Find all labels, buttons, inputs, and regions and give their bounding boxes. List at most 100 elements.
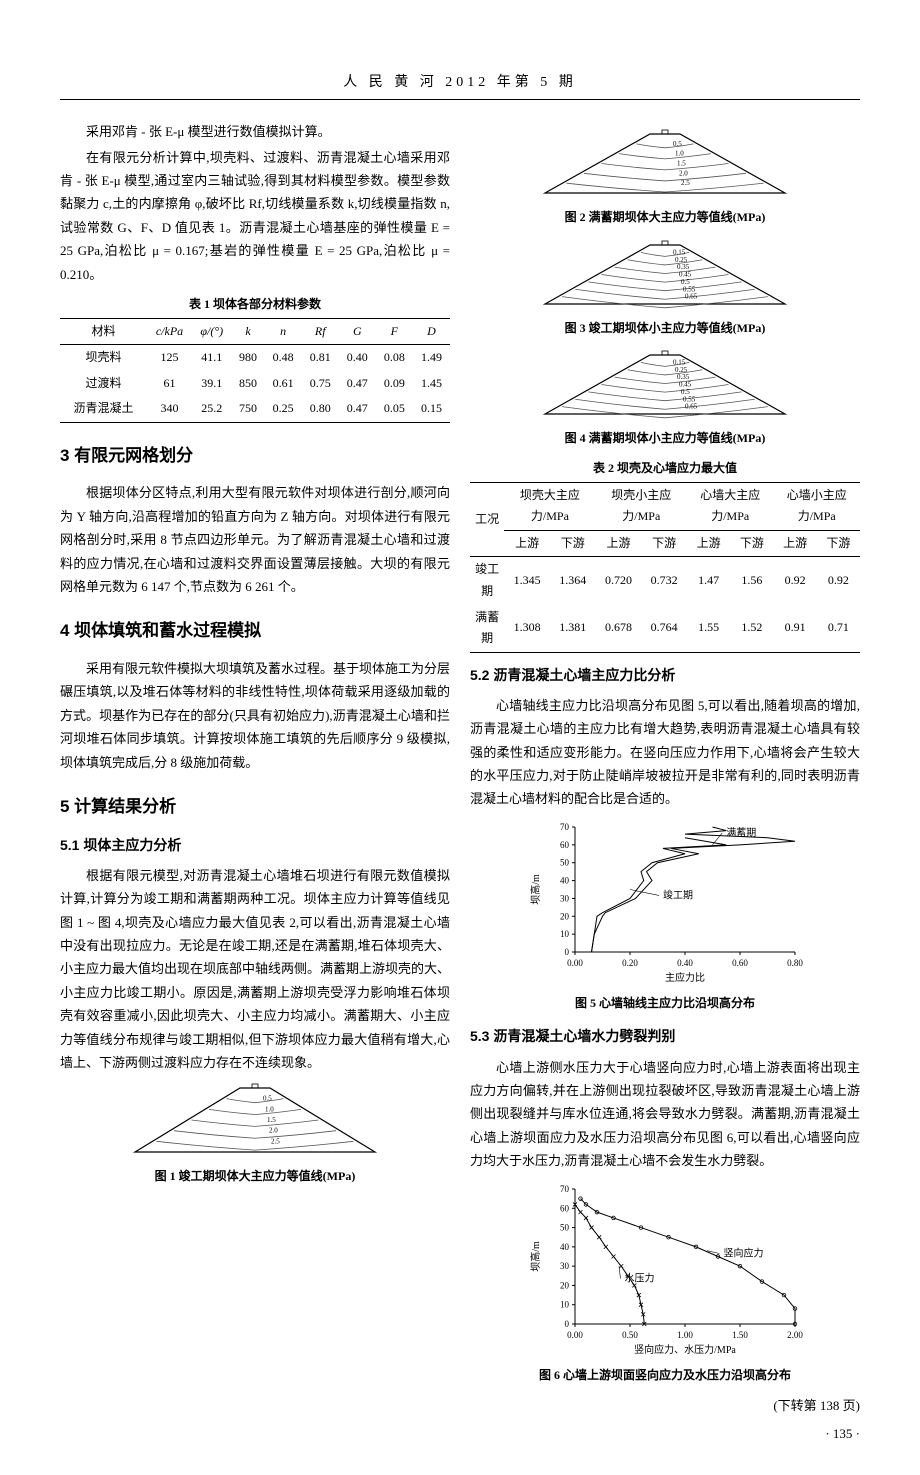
- fig6-svg: 0102030405060700.000.501.001.502.00坝高/m竖…: [525, 1179, 805, 1359]
- table-cell: 过渡料: [60, 371, 147, 397]
- svg-text:主应力比: 主应力比: [665, 971, 705, 984]
- svg-text:40: 40: [560, 1241, 570, 1251]
- svg-text:2.0: 2.0: [679, 170, 688, 178]
- svg-text:70: 70: [560, 822, 570, 832]
- t1-h1: c/kPa: [147, 318, 192, 345]
- svg-text:满蓄期: 满蓄期: [726, 827, 756, 839]
- fig5-svg: 0102030405060700.000.200.400.600.80坝高/m主…: [525, 817, 805, 987]
- table-cell: 0.81: [302, 345, 339, 371]
- table-subheader: 下游: [730, 530, 773, 557]
- fig4-svg: 0.150.250.350.450.50.550.65: [535, 347, 795, 422]
- svg-text:水压力: 水压力: [625, 1271, 655, 1284]
- table-cell: 0.678: [596, 605, 642, 653]
- table-cell: 0.71: [817, 605, 860, 653]
- svg-text:50: 50: [560, 858, 570, 868]
- table-cell: 1.52: [730, 605, 773, 653]
- fig3-svg: 0.150.250.350.450.50.550.65: [535, 237, 795, 312]
- t1-h0: 材料: [60, 318, 147, 345]
- fig1-container: 0.51.01.52.02.5: [60, 1080, 450, 1160]
- para-1: 采用邓肯 - 张 E-μ 模型进行数值模拟计算。: [60, 120, 450, 143]
- table-cell: 980: [231, 345, 264, 371]
- svg-text:10: 10: [560, 1299, 570, 1309]
- table-cell: 1.308: [504, 605, 550, 653]
- svg-text:30: 30: [560, 893, 570, 903]
- table-cell: 0.47: [339, 396, 376, 422]
- table-cell: 坝壳料: [60, 345, 147, 371]
- table-cell: 0.08: [376, 345, 413, 371]
- sec53-title: 5.3 沥青混凝土心墙水力劈裂判别: [470, 1024, 860, 1049]
- right-column: 0.51.01.52.02.5 图 2 满蓄期坝体大主应力等值线(MPa) 0.…: [470, 120, 860, 1445]
- sec52-body: 心墙轴线主应力比沿坝高分布见图 5,可以看出,随着坝高的增加,沥青混凝土心墙的主…: [470, 694, 860, 811]
- table2-caption: 表 2 坝壳及心墙应力最大值: [470, 458, 860, 480]
- sec3-body: 根据坝体分区特点,利用大型有限元软件对坝体进行剖分,顺河向为 Y 轴方向,沿高程…: [60, 481, 450, 598]
- svg-text:20: 20: [560, 1280, 570, 1290]
- svg-text:50: 50: [560, 1222, 570, 1232]
- fig2-svg: 0.51.01.52.02.5: [535, 126, 795, 201]
- svg-text:20: 20: [560, 911, 570, 921]
- svg-text:2.5: 2.5: [681, 179, 690, 187]
- table-cell: 1.47: [687, 557, 730, 605]
- fig2-container: 0.51.01.52.02.5: [470, 126, 860, 201]
- fig4-caption: 图 4 满蓄期坝体小主应力等值线(MPa): [470, 428, 860, 450]
- svg-text:1.0: 1.0: [265, 1106, 274, 1114]
- t1-h2: φ/(°): [192, 318, 231, 345]
- svg-text:0.5: 0.5: [263, 1095, 272, 1103]
- svg-text:竣工期: 竣工期: [663, 888, 693, 901]
- svg-text:坝高/m: 坝高/m: [529, 1241, 542, 1272]
- fig1-caption: 图 1 竣工期坝体大主应力等值线(MPa): [60, 1166, 450, 1188]
- table-cell: 0.720: [596, 557, 642, 605]
- table-cell: 750: [231, 396, 264, 422]
- para-2: 在有限元分析计算中,坝壳料、过渡料、沥青混凝土心墙采用邓肯 - 张 E-μ 模型…: [60, 146, 450, 286]
- svg-text:2.00: 2.00: [787, 1330, 803, 1340]
- table-cell: 41.1: [192, 345, 231, 371]
- table2: 工况 坝壳大主应力/MPa 坝壳小主应力/MPa 心墙大主应力/MPa 心墙小主…: [470, 482, 860, 653]
- sec4-body: 采用有限元软件模拟大坝填筑及蓄水过程。基于坝体施工为分层碾压填筑,以及堆石体等材…: [60, 657, 450, 774]
- table-cell: 39.1: [192, 371, 231, 397]
- t2-g1: 坝壳小主应力/MPa: [596, 482, 687, 530]
- t2-g2: 心墙大主应力/MPa: [687, 482, 773, 530]
- t2-left: 工况: [470, 482, 504, 557]
- svg-text:0.60: 0.60: [732, 958, 748, 968]
- table-cell: 0.732: [641, 557, 687, 605]
- svg-text:0.20: 0.20: [622, 958, 638, 968]
- t1-h3: k: [231, 318, 264, 345]
- table-cell: 125: [147, 345, 192, 371]
- table-cell: 25.2: [192, 396, 231, 422]
- svg-text:2.5: 2.5: [271, 1138, 280, 1146]
- svg-text:1.5: 1.5: [677, 160, 686, 168]
- table-cell: 0.25: [265, 396, 302, 422]
- svg-text:40: 40: [560, 875, 570, 885]
- sec4-title: 4 坝体填筑和蓄水过程模拟: [60, 616, 450, 647]
- table-cell: 340: [147, 396, 192, 422]
- table-cell: 竣工期: [470, 557, 504, 605]
- table-row: 沥青混凝土34025.27500.250.800.470.050.15: [60, 396, 450, 422]
- svg-text:1.5: 1.5: [267, 1116, 276, 1124]
- fig1-svg: 0.51.01.52.02.5: [125, 1080, 385, 1160]
- page-header: 人 民 黄 河 2012 年第 5 期: [60, 70, 860, 100]
- main-columns: 采用邓肯 - 张 E-μ 模型进行数值模拟计算。 在有限元分析计算中,坝壳料、过…: [60, 120, 860, 1445]
- table-cell: 0.40: [339, 345, 376, 371]
- table-subheader: 上游: [596, 530, 642, 557]
- svg-text:60: 60: [560, 1203, 570, 1213]
- fig3-caption: 图 3 竣工期坝体小主应力等值线(MPa): [470, 318, 860, 340]
- svg-text:70: 70: [560, 1184, 570, 1194]
- table-cell: 0.15: [413, 396, 450, 422]
- table-row: 坝壳料12541.19800.480.810.400.081.49: [60, 345, 450, 371]
- table-cell: 0.75: [302, 371, 339, 397]
- table-cell: 0.764: [641, 605, 687, 653]
- fig6-caption: 图 6 心墙上游坝面竖向应力及水压力沿坝高分布: [470, 1365, 860, 1387]
- svg-text:0.40: 0.40: [677, 958, 693, 968]
- footer-page: · 135 ·: [470, 1422, 860, 1445]
- sec5-title: 5 计算结果分析: [60, 792, 450, 823]
- sec51-title: 5.1 坝体主应力分析: [60, 833, 450, 858]
- table-cell: 1.364: [550, 557, 596, 605]
- table-cell: 1.55: [687, 605, 730, 653]
- svg-text:0.50: 0.50: [622, 1330, 638, 1340]
- table-cell: 1.49: [413, 345, 450, 371]
- svg-text:60: 60: [560, 840, 570, 850]
- svg-text:10: 10: [560, 929, 570, 939]
- svg-text:竖向应力、水压力/MPa: 竖向应力、水压力/MPa: [634, 1343, 736, 1356]
- table-cell: 0.47: [339, 371, 376, 397]
- svg-text:0.00: 0.00: [567, 958, 583, 968]
- svg-text:0: 0: [565, 947, 570, 957]
